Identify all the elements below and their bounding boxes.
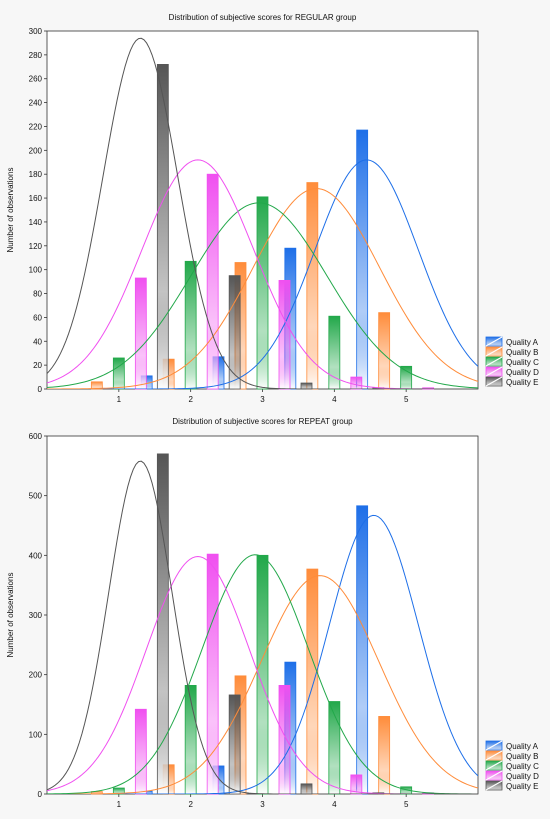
y-tick-label: 100	[29, 266, 43, 275]
y-tick-label: 20	[33, 361, 42, 370]
y-tick-label: 400	[29, 551, 43, 560]
legend-label: Quality A	[506, 742, 539, 751]
bar-quality-e-1	[156, 453, 169, 795]
legend-label: Quality D	[506, 368, 539, 377]
legend-swatch-diagonal	[485, 750, 503, 761]
bar-quality-e-2	[228, 694, 241, 795]
legend-swatch-diagonal	[485, 740, 503, 751]
x-tick-label: 1	[117, 800, 122, 809]
x-tick-label: 2	[188, 800, 193, 809]
chart-title: Distribution of subjective scores for RE…	[172, 417, 353, 426]
bar-quality-e-3	[300, 783, 313, 795]
y-tick-label: 200	[29, 146, 43, 155]
y-tick-label: 40	[33, 337, 42, 346]
legend-swatch-diagonal	[485, 770, 503, 781]
x-tick-label: 1	[117, 395, 122, 404]
legend-label: Quality C	[506, 358, 539, 367]
bar-quality-c-2	[184, 260, 197, 390]
legend-label: Quality E	[506, 782, 538, 791]
y-axis-label: Number of observations	[6, 168, 15, 253]
bar-quality-d-1	[134, 277, 147, 390]
y-tick-label: 0	[38, 790, 43, 799]
y-tick-label: 140	[29, 218, 43, 227]
y-tick-label: 80	[33, 290, 42, 299]
bar-quality-e-3	[300, 382, 313, 390]
chart-panel-2: Distribution of subjective scores for RE…	[6, 417, 539, 809]
legend-swatch-diagonal	[485, 346, 503, 357]
legend-label: Quality D	[506, 772, 539, 781]
x-tick-label: 3	[260, 800, 265, 809]
legend-swatch-diagonal	[485, 356, 503, 367]
y-tick-label: 120	[29, 242, 43, 251]
legend-swatch-diagonal	[485, 366, 503, 377]
legend-swatch-diagonal	[485, 336, 503, 347]
legend-label: Quality A	[506, 338, 539, 347]
bar-quality-c-3	[256, 196, 269, 390]
bar-quality-d-3	[278, 280, 291, 390]
legend-swatch-diagonal	[485, 376, 503, 387]
fit-curve-quality-e	[47, 460, 478, 794]
x-tick-label: 5	[404, 395, 409, 404]
bar-quality-a-5	[356, 129, 369, 390]
bar-quality-b-5	[378, 716, 391, 795]
legend-swatch-diagonal	[485, 760, 503, 771]
bar-quality-e-2	[228, 275, 241, 390]
y-tick-label: 180	[29, 170, 43, 179]
y-tick-label: 300	[29, 27, 43, 36]
fit-curve-quality-b	[47, 575, 478, 794]
bar-quality-d-3	[278, 685, 291, 795]
fit-curve-quality-e	[47, 37, 478, 389]
bar-quality-d-4	[350, 376, 363, 390]
y-tick-label: 160	[29, 194, 43, 203]
fit-curve-quality-a	[47, 514, 478, 794]
x-tick-label: 4	[332, 395, 337, 404]
bar-quality-a-5	[356, 505, 369, 795]
y-tick-label: 300	[29, 611, 43, 620]
x-tick-label: 5	[404, 800, 409, 809]
bar-quality-c-5	[400, 365, 413, 390]
y-tick-label: 0	[38, 385, 43, 394]
y-tick-label: 600	[29, 432, 43, 441]
legend-label: Quality B	[506, 348, 538, 357]
chart-title: Distribution of subjective scores for RE…	[169, 13, 357, 22]
x-tick-label: 2	[188, 395, 193, 404]
legend-label: Quality E	[506, 378, 538, 387]
fit-curve-quality-a	[47, 159, 478, 389]
y-axis-label: Number of observations	[6, 573, 15, 658]
y-tick-label: 240	[29, 99, 43, 108]
bar-quality-c-4	[328, 315, 341, 390]
x-tick-label: 4	[332, 800, 337, 809]
fit-curve-quality-c	[47, 202, 478, 389]
legend-swatch-diagonal	[485, 780, 503, 791]
bar-quality-d-2	[206, 173, 219, 390]
fit-curve-quality-c	[47, 554, 478, 794]
y-tick-label: 260	[29, 75, 43, 84]
y-tick-label: 280	[29, 51, 43, 60]
y-tick-label: 500	[29, 492, 43, 501]
legend-label: Quality B	[506, 752, 538, 761]
bar-quality-b-4	[306, 568, 319, 795]
bar-quality-c-1	[112, 357, 125, 390]
y-tick-label: 200	[29, 671, 43, 680]
fit-curve-quality-b	[47, 188, 478, 389]
bar-quality-d-2	[206, 553, 219, 795]
bar-quality-b-4	[306, 182, 319, 390]
y-tick-label: 220	[29, 122, 43, 131]
bar-quality-d-1	[134, 708, 147, 795]
y-tick-label: 100	[29, 730, 43, 739]
y-tick-label: 60	[33, 313, 42, 322]
legend-label: Quality C	[506, 762, 539, 771]
x-tick-label: 3	[260, 395, 265, 404]
chart-panel-1: Distribution of subjective scores for RE…	[6, 13, 539, 404]
